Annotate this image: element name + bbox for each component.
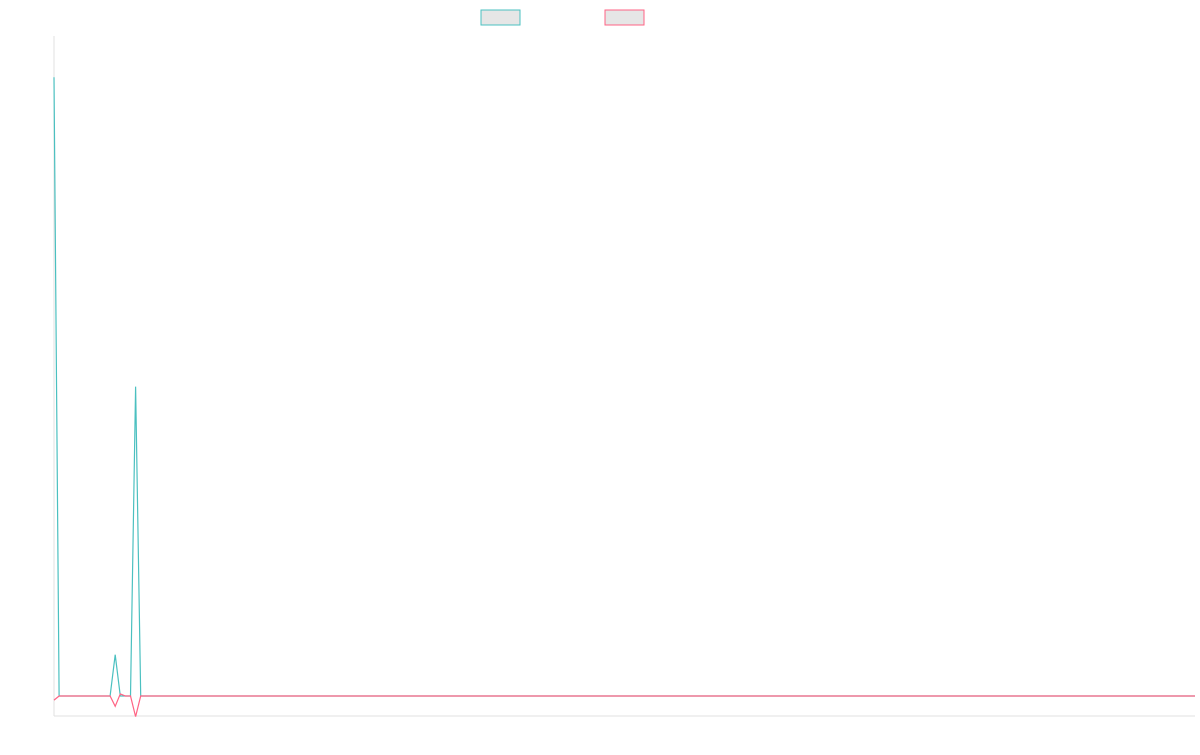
series-line-1[interactable] [53, 77, 1195, 697]
legend[interactable] [480, 9, 645, 26]
axes [53, 36, 1195, 717]
legend-swatch-1[interactable] [480, 9, 521, 26]
series-group [53, 77, 1195, 717]
series-line-2[interactable] [53, 693, 1195, 717]
legend-swatch-2[interactable] [604, 9, 645, 26]
